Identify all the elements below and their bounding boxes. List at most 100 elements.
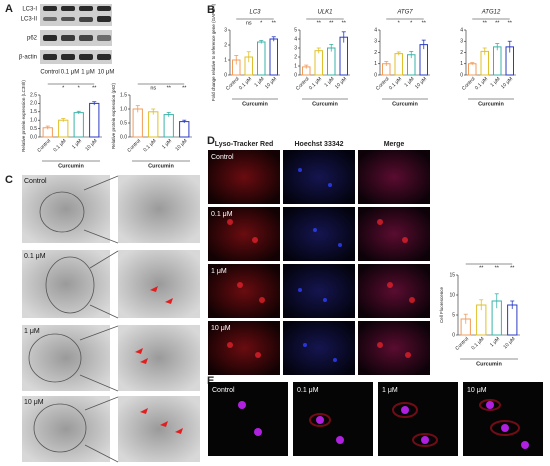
y-tick-label: 1	[294, 63, 297, 69]
band-label: LC3-II	[21, 17, 38, 23]
x-tick-label: 10 μM	[500, 76, 514, 90]
significance: **	[272, 20, 277, 26]
significance: **	[92, 85, 97, 91]
image-label: 10 μM	[24, 399, 44, 406]
y-tick-label: 10	[449, 292, 455, 298]
bar	[468, 63, 477, 76]
y-tick-label: 4	[460, 27, 463, 33]
x-tick-label: 10 μM	[84, 138, 98, 152]
significance: *	[78, 85, 81, 91]
x-tick-label: 10 μM	[264, 76, 278, 90]
bar	[314, 50, 323, 76]
x-tick-label: 0.1 μM	[308, 76, 323, 91]
bar	[257, 41, 266, 76]
y-tick-label: 0.5	[120, 120, 127, 126]
image-label: Control	[211, 154, 234, 161]
significance: **	[317, 20, 322, 26]
x-tick-label: 0.1 μM	[142, 138, 157, 153]
image-label: 0.1 μM	[24, 253, 46, 260]
image-label: Control	[212, 387, 235, 394]
y-axis-label: Cell Fluorescence	[439, 286, 444, 323]
significance: **	[483, 20, 488, 26]
x-tick-label: Control	[461, 76, 477, 92]
x-axis-label: Curcumin	[58, 163, 84, 169]
column-header: Hoechst 33342	[294, 141, 343, 148]
fluorescence-grid	[208, 150, 430, 375]
y-tick-label: 5	[452, 312, 455, 318]
x-tick-label: 0.1 μM	[388, 76, 403, 91]
image-label: 1 μM	[211, 268, 227, 275]
significance: ns	[150, 85, 156, 91]
chart-title: ATG7	[396, 10, 413, 16]
bar	[132, 108, 143, 138]
x-axis-label: Curcumin	[476, 361, 502, 367]
column-header: Merge	[384, 141, 405, 148]
y-tick-label: 2	[294, 54, 297, 60]
x-tick-label: Control	[36, 138, 52, 154]
y-tick-label: 0	[374, 72, 377, 78]
y-tick-label: 3	[294, 45, 297, 51]
x-axis-label: Curcumin	[312, 101, 338, 107]
x-tick-label: 10 μM	[414, 76, 428, 90]
x-axis-label: Curcumin	[242, 101, 268, 107]
y-tick-label: 5	[294, 27, 297, 33]
image-label: 1 μM	[382, 387, 398, 394]
lane-label: 0.1 μM	[61, 70, 79, 76]
significance: *	[260, 20, 263, 26]
y-tick-label: 0	[224, 72, 227, 78]
x-tick-label: Control	[454, 336, 470, 352]
image-label: 0.1 μM	[211, 211, 233, 218]
bar	[179, 121, 190, 138]
chart-title: ATG12	[481, 10, 501, 16]
bar	[507, 304, 518, 336]
y-tick-label: 0	[294, 72, 297, 78]
y-tick-label: 3	[224, 27, 227, 33]
x-tick-label: 1 μM	[489, 336, 501, 348]
x-tick-label: 0.1 μM	[474, 76, 489, 91]
y-tick-label: 2.5	[30, 92, 37, 98]
band-label: β-actin	[19, 55, 37, 61]
y-tick-label: 1	[374, 61, 377, 67]
tem-micrographs	[22, 175, 200, 463]
y-tick-label: 2	[374, 50, 377, 56]
chart-title: ULK1	[317, 10, 332, 16]
x-tick-label: 0.1 μM	[470, 336, 485, 351]
y-tick-label: 0	[452, 332, 455, 338]
y-tick-label: 1	[460, 61, 463, 67]
x-tick-label: 0.1 μM	[52, 138, 67, 153]
x-tick-label: 1 μM	[71, 138, 83, 150]
x-tick-label: 10 μM	[334, 76, 348, 90]
x-tick-label: 0.1 μM	[238, 76, 253, 91]
significance: ns	[246, 20, 252, 26]
x-axis-label: Curcumin	[478, 101, 504, 107]
chart-title: LC3	[249, 10, 261, 16]
panel-label: E	[207, 375, 214, 387]
panel-label: C	[5, 174, 13, 186]
lane-label: Control	[40, 70, 59, 76]
significance: *	[62, 85, 65, 91]
image-label: 0.1 μM	[297, 387, 319, 394]
image-label: Control	[24, 178, 47, 185]
bar	[269, 38, 278, 76]
lane-label: 1 μM	[81, 70, 94, 76]
y-tick-label: 15	[449, 272, 455, 278]
bar	[394, 53, 403, 76]
band-label: LC3-I	[22, 7, 37, 13]
y-tick-label: 4	[294, 36, 297, 42]
y-tick-label: 1.5	[120, 92, 127, 98]
x-tick-label: 10 μM	[174, 138, 188, 152]
x-tick-label: Control	[225, 76, 241, 92]
panel-label: A	[5, 3, 13, 15]
y-tick-label: 2.0	[30, 101, 37, 107]
bar	[148, 111, 159, 138]
x-tick-label: 10 μM	[502, 336, 516, 350]
y-axis-label: Relative protein expression (LC3II/I)	[21, 80, 26, 152]
significance: *	[410, 20, 413, 26]
image-label: 1 μM	[24, 328, 40, 335]
significance: **	[495, 20, 500, 26]
significance: **	[508, 20, 513, 26]
bar	[339, 36, 348, 76]
lane-label: 10 μM	[98, 70, 115, 76]
x-tick-label: Control	[295, 76, 311, 92]
y-tick-label: 0.5	[30, 126, 37, 132]
